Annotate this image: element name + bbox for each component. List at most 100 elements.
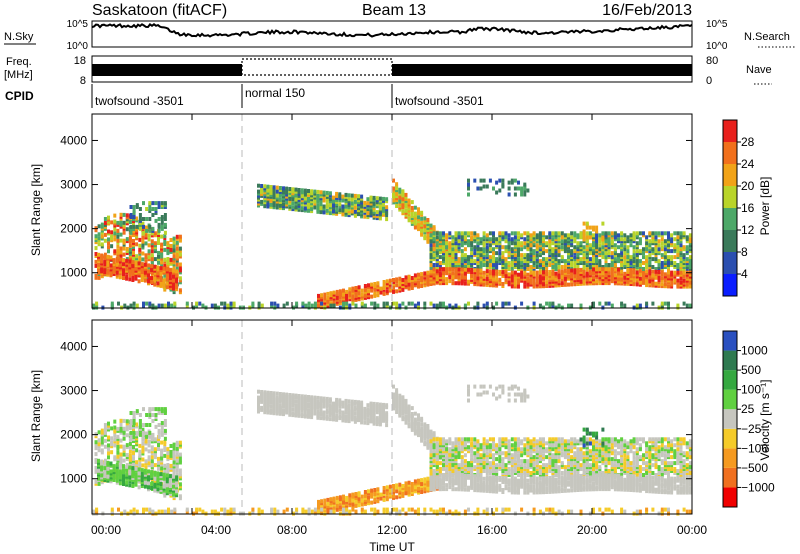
power-cell [366, 201, 370, 206]
power-cell [507, 261, 511, 265]
velocity-cell [113, 433, 117, 438]
power-cell [163, 213, 167, 217]
velocity-cell [172, 446, 176, 451]
velocity-cell [172, 460, 176, 465]
power-cell [360, 288, 364, 293]
velocity-cell [119, 456, 123, 461]
power-cell [532, 282, 536, 287]
power-cell [620, 237, 624, 242]
power-cell [485, 277, 489, 281]
velocity-cell [145, 434, 149, 439]
power-cell [113, 227, 117, 232]
velocity-cell [147, 485, 150, 490]
power-cell [132, 224, 136, 229]
power-cell [116, 238, 120, 243]
velocity-cell [350, 399, 354, 404]
power-cell [492, 247, 495, 252]
power-cell [376, 293, 380, 298]
power-cell [278, 186, 282, 190]
power-cell [435, 269, 439, 274]
power-cell [560, 245, 564, 250]
power-cell [148, 207, 152, 211]
power-cell [645, 255, 649, 260]
power-cell [479, 237, 483, 242]
velocity-cell [398, 482, 402, 487]
velocity-cell [278, 403, 282, 408]
power-cell [138, 217, 142, 221]
nsky-label: N.Sky [4, 31, 34, 43]
power-cell [488, 243, 492, 248]
power-cell [141, 251, 145, 256]
velocity-cell [94, 440, 98, 445]
power-cell [353, 205, 357, 210]
velocity-cell [122, 444, 126, 449]
power-cell [617, 245, 620, 250]
power-cell [526, 267, 530, 271]
velocity-cell [122, 478, 125, 482]
velocity-cell [353, 399, 357, 404]
power-cell [94, 273, 98, 278]
power-cell [316, 203, 320, 208]
velocity-cell [153, 488, 157, 493]
power-cell [632, 249, 636, 254]
power-cell [451, 247, 455, 252]
power-cell [107, 237, 110, 242]
velocity-cell [106, 474, 110, 479]
power-cell [163, 217, 167, 221]
velocity-cell [163, 469, 167, 474]
power-cell [122, 220, 126, 225]
power-cell [401, 189, 405, 194]
power-cell [369, 209, 373, 214]
power-cell [335, 191, 339, 196]
power-cell [423, 234, 427, 239]
power-cell [488, 237, 492, 242]
power-cell [617, 271, 620, 276]
power-cell [445, 233, 449, 238]
velocity-cell [257, 389, 260, 394]
velocity-cell [407, 480, 411, 485]
power-cell [667, 274, 670, 279]
power-cell [501, 182, 505, 187]
power-cell [495, 237, 499, 242]
power-cell [567, 249, 570, 254]
power-cell [498, 251, 502, 256]
cpid-segment-1: twofsound -3501 [95, 94, 184, 108]
power-cell [545, 301, 549, 306]
power-cell [485, 184, 489, 189]
power-cell [682, 245, 686, 250]
power-cell [648, 259, 652, 264]
velocity-cell [151, 413, 155, 417]
power-cell [670, 249, 674, 254]
velocity-cell [165, 487, 169, 492]
power-cell [448, 257, 452, 262]
power-cell [112, 270, 116, 274]
freq-label-1: Freq. [6, 56, 32, 68]
power-cell [413, 221, 417, 226]
power-cell [517, 272, 520, 277]
velocity-cell [144, 465, 148, 470]
power-cell [432, 253, 436, 258]
power-cell [504, 270, 508, 275]
power-cell [482, 241, 486, 246]
power-cell [142, 224, 145, 229]
power-cell [134, 260, 138, 265]
power-cell [463, 247, 467, 252]
power-cell [168, 268, 172, 273]
velocity-cell [382, 402, 385, 407]
power-cell [663, 231, 667, 236]
power-cell [513, 270, 517, 275]
velocity-cell [148, 430, 152, 435]
power-cell [548, 263, 552, 267]
velocity-cell [172, 442, 176, 447]
power-cell [172, 254, 176, 259]
power-cell [347, 193, 351, 198]
power-cell [426, 233, 430, 238]
velocity-cell [128, 441, 132, 446]
power-cell [348, 287, 352, 292]
power-cell [526, 276, 530, 281]
power-cell [585, 221, 589, 226]
power-cell [165, 273, 169, 278]
velocity-cell [325, 396, 329, 401]
power-cell [642, 247, 645, 252]
